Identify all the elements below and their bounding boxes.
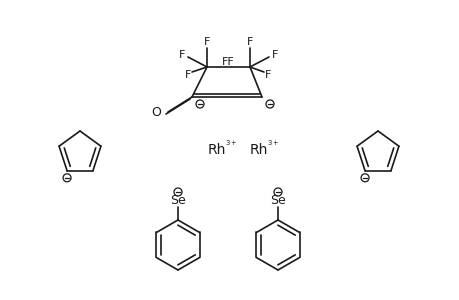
Text: Se: Se <box>170 194 185 206</box>
Text: Se: Se <box>269 194 285 206</box>
Text: O: O <box>151 106 161 118</box>
Text: Rh: Rh <box>207 143 226 157</box>
Circle shape <box>274 188 281 196</box>
Circle shape <box>196 100 203 108</box>
Circle shape <box>360 174 368 182</box>
Text: F: F <box>185 70 191 80</box>
Circle shape <box>265 100 274 108</box>
Text: F: F <box>179 50 185 60</box>
Text: $^{3+}$: $^{3+}$ <box>266 140 279 150</box>
Text: F: F <box>271 50 278 60</box>
Circle shape <box>63 174 71 182</box>
Circle shape <box>174 188 182 196</box>
Text: F: F <box>246 37 252 47</box>
Text: FF: FF <box>221 57 234 67</box>
Text: F: F <box>203 37 210 47</box>
Text: Rh: Rh <box>249 143 268 157</box>
Text: F: F <box>264 70 271 80</box>
Text: $^{3+}$: $^{3+}$ <box>224 140 237 150</box>
